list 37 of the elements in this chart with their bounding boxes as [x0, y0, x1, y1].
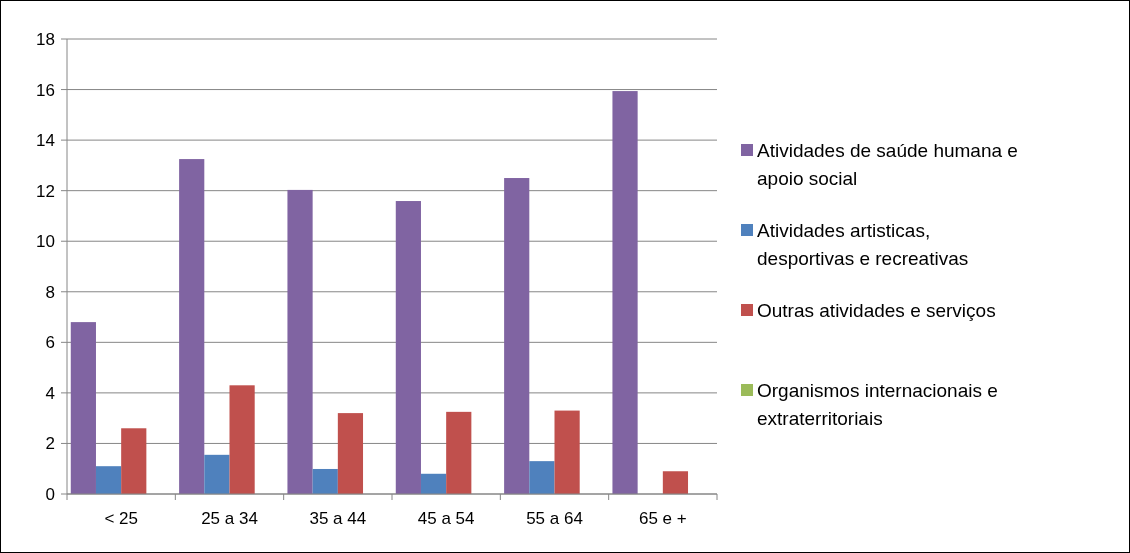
bar — [554, 410, 580, 494]
y-tick-label: 2 — [45, 434, 55, 454]
x-tick-label: < 25 — [104, 509, 138, 528]
legend-label: Outras atividades e serviços — [757, 299, 996, 321]
legend-label: Atividades artisticas, desportivas e recreativas — [757, 219, 969, 269]
x-tick-label: 55 a 64 — [526, 509, 583, 528]
bar — [229, 385, 255, 494]
x-tick-label: 65 e + — [638, 509, 687, 528]
x-tick-label: 25 a 34 — [201, 509, 258, 528]
bar — [287, 189, 313, 494]
bar — [504, 178, 530, 494]
bar — [612, 91, 638, 494]
bar — [446, 411, 472, 494]
bar — [121, 428, 147, 494]
bar — [312, 468, 338, 494]
y-tick-label: 16 — [36, 80, 55, 100]
bar — [179, 159, 205, 494]
x-tick-label: 45 a 54 — [417, 509, 475, 528]
bar — [95, 466, 122, 494]
bar — [662, 471, 689, 494]
y-tick-label: 8 — [45, 282, 55, 302]
y-tick-label: 10 — [36, 232, 55, 252]
y-tick-label: 12 — [36, 181, 55, 201]
y-tick-label: 4 — [45, 383, 55, 403]
x-tick-label: 35 a 44 — [309, 509, 367, 528]
bar — [395, 201, 421, 494]
y-tick-label: 14 — [36, 131, 55, 151]
y-tick-label: 0 — [45, 484, 55, 504]
bar — [420, 473, 447, 494]
legend-label: Organismos internacionais e extraterritoriais — [757, 379, 998, 429]
bar — [529, 461, 555, 494]
y-tick-label: 18 — [36, 29, 55, 49]
bar — [337, 413, 364, 494]
bar — [204, 454, 230, 494]
y-tick-label: 6 — [45, 333, 55, 353]
bar — [70, 322, 96, 494]
legend-label: Atividades de saúde humana e apoio social — [757, 139, 1018, 189]
